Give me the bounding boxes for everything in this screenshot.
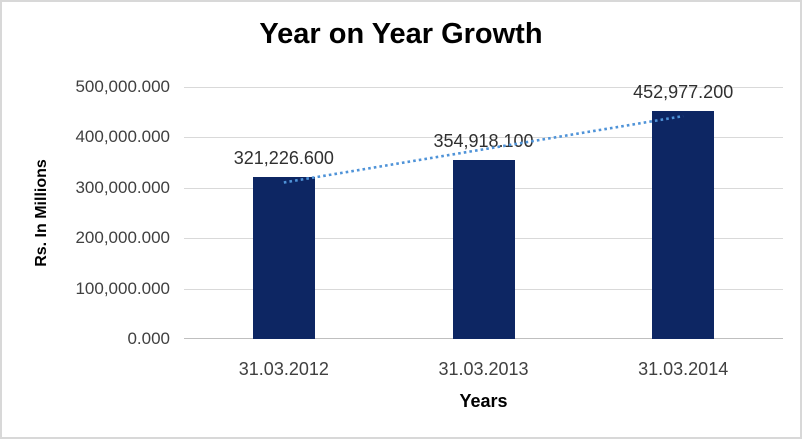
gridline — [184, 87, 783, 88]
y-tick-label: 400,000.000 — [75, 127, 170, 147]
y-tick-label: 500,000.000 — [75, 77, 170, 96]
bar-slot-2012: 321,226.600 — [184, 87, 384, 339]
y-axis-tick-labels: 500,000.000 400,000.000 300,000.000 200,… — [2, 77, 170, 348]
bar-slot-2013: 354,918.100 — [384, 87, 584, 339]
x-axis-title: Years — [459, 391, 508, 411]
trendline-dotted — [283, 114, 684, 184]
bar-data-label: 321,226.600 — [233, 148, 334, 169]
bar-data-label: 452,977.200 — [633, 81, 734, 102]
bar-31-03-2014 — [652, 110, 715, 339]
x-axis-tick-labels: 31.03.2012 31.03.2013 31.03.2014 — [184, 359, 783, 380]
y-tick-label: 100,000.000 — [75, 278, 170, 298]
plot-area: 321,226.600 354,918.100 452,977.200 — [184, 82, 783, 339]
bar-31-03-2012 — [252, 177, 315, 339]
chart-title: Year on Year Growth — [259, 18, 543, 50]
bar-slot-2014: 452,977.200 — [583, 82, 783, 339]
gridline — [184, 137, 783, 139]
x-tick-label: 31.03.2014 — [638, 359, 729, 379]
bar-31-03-2013 — [452, 160, 515, 339]
bar-data-label: 354,918.100 — [433, 131, 534, 152]
y-tick-label: 300,000.000 — [75, 177, 170, 197]
x-tick-label: 31.03.2013 — [438, 359, 529, 379]
y-tick-label: 0.000 — [127, 329, 170, 348]
bar-series: 321,226.600 354,918.100 452,977.200 — [184, 82, 783, 339]
y-tick-label: 200,000.000 — [75, 228, 170, 248]
x-tick-label: 31.03.2012 — [238, 359, 329, 379]
